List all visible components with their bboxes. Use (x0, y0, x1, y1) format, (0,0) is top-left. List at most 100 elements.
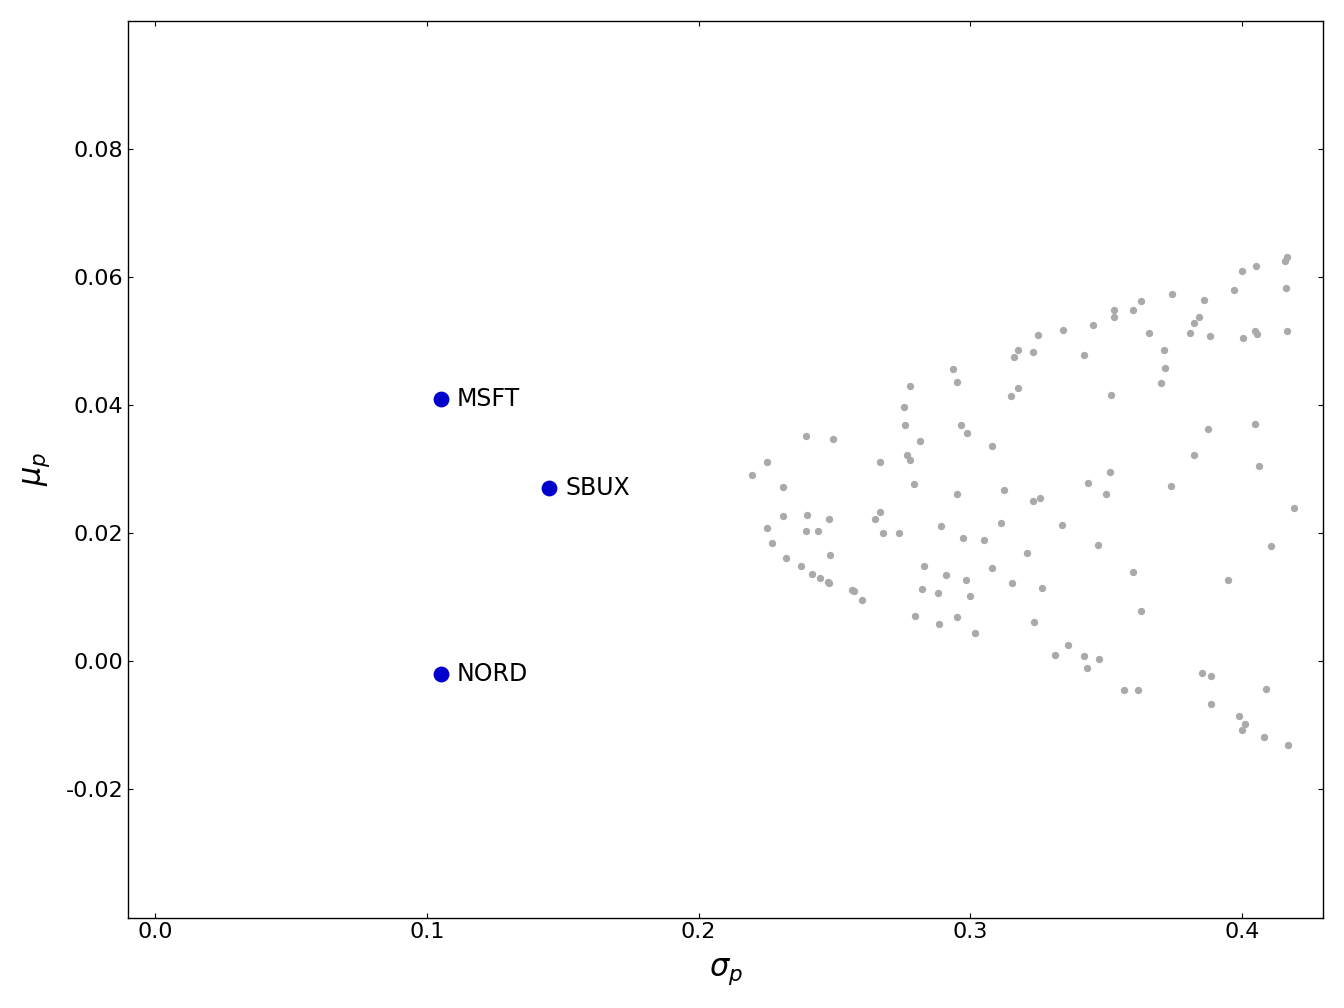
Point (1154, 360, 1176, 376)
Point (946, 486, 968, 502)
Point (1200, 328, 1222, 344)
Point (993, 482, 1015, 498)
Point (1023, 615, 1044, 631)
Point (1001, 576, 1023, 592)
Point (823, 430, 844, 447)
Point (844, 584, 866, 600)
Point (1008, 380, 1030, 396)
Point (1007, 342, 1028, 358)
Text: SBUX: SBUX (566, 477, 630, 500)
Point (1245, 258, 1266, 274)
Point (927, 616, 949, 632)
Point (930, 518, 952, 534)
Point (757, 520, 778, 536)
Point (1277, 323, 1298, 339)
Point (801, 565, 823, 582)
Point (899, 377, 921, 393)
Point (1150, 375, 1172, 391)
Point (927, 586, 949, 602)
Point (796, 427, 817, 444)
Point (913, 558, 934, 575)
Point (1160, 478, 1181, 494)
Point (1078, 475, 1099, 491)
Point (946, 374, 968, 390)
Point (1261, 538, 1282, 554)
Point (909, 433, 930, 450)
Point (888, 525, 910, 541)
Point (1095, 486, 1117, 502)
Point (820, 547, 841, 563)
Point (892, 399, 914, 415)
Point (911, 581, 933, 597)
Point (864, 511, 886, 527)
Point (773, 479, 794, 495)
Point (965, 625, 986, 641)
Point (1216, 572, 1238, 588)
Point (1274, 253, 1296, 269)
Point (539, 481, 560, 497)
Point (1138, 325, 1160, 341)
Point (1277, 737, 1298, 753)
Point (991, 515, 1012, 531)
Point (1130, 293, 1152, 309)
Point (1122, 563, 1144, 580)
Point (818, 510, 840, 526)
Point (1058, 637, 1079, 653)
Point (1087, 651, 1109, 667)
Point (1052, 322, 1074, 338)
Point (851, 592, 872, 608)
Point (1223, 282, 1245, 298)
Point (1087, 537, 1109, 553)
Point (761, 534, 782, 550)
Point (741, 468, 762, 484)
Point (1183, 447, 1204, 463)
Point (1191, 665, 1212, 681)
Point (1082, 318, 1103, 334)
Point (817, 574, 839, 590)
Point (953, 530, 974, 546)
Point (1077, 660, 1098, 676)
Point (903, 476, 925, 492)
Point (1028, 327, 1050, 343)
Point (809, 570, 831, 586)
Point (430, 391, 452, 407)
Point (1113, 682, 1134, 699)
Point (757, 454, 778, 470)
Point (1235, 717, 1257, 733)
Text: MSFT: MSFT (457, 387, 520, 410)
Point (956, 573, 977, 589)
Point (960, 589, 981, 605)
Point (870, 454, 891, 470)
Point (1153, 342, 1175, 358)
X-axis label: $\sigma_p$: $\sigma_p$ (708, 957, 743, 987)
Point (775, 549, 797, 565)
Point (1030, 490, 1051, 506)
Point (1016, 545, 1038, 561)
Point (946, 609, 968, 625)
Point (1128, 681, 1149, 698)
Y-axis label: $\mu_p$: $\mu_p$ (22, 452, 51, 487)
Point (1023, 344, 1044, 360)
Point (430, 666, 452, 682)
Point (905, 608, 926, 624)
Point (1275, 280, 1297, 296)
Point (1179, 325, 1200, 341)
Point (1103, 302, 1125, 319)
Point (1277, 249, 1298, 265)
Point (950, 417, 972, 433)
Point (1073, 647, 1094, 663)
Point (1231, 262, 1253, 278)
Point (981, 560, 1003, 577)
Point (796, 523, 817, 539)
Point (1130, 603, 1152, 619)
Point (1000, 388, 1021, 404)
Point (1003, 349, 1024, 365)
Point (1188, 309, 1210, 326)
Point (1198, 420, 1219, 436)
Point (790, 558, 812, 575)
Text: NORD: NORD (457, 662, 528, 686)
Point (942, 361, 964, 377)
Point (1246, 326, 1267, 342)
Point (894, 417, 915, 433)
Point (896, 447, 918, 463)
